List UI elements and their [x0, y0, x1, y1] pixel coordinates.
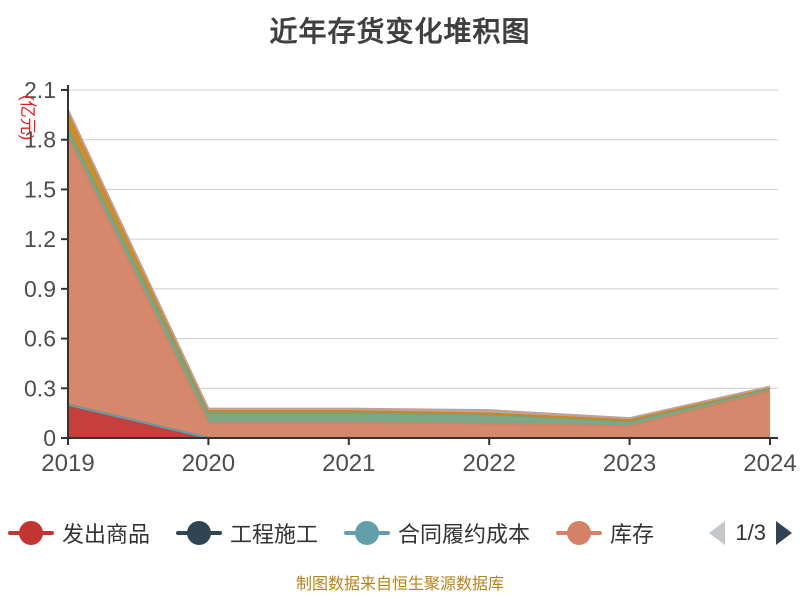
x-tick-label: 2019: [41, 450, 94, 477]
legend-page-indicator: 1/3: [735, 520, 766, 545]
x-tick-label: 2021: [322, 450, 375, 477]
y-tick-label: 2.1: [24, 77, 56, 103]
line-series-4: [67, 137, 771, 428]
area-series-4: [68, 138, 770, 439]
legend-label: 发出商品: [62, 522, 151, 547]
area-series-1: [68, 404, 770, 438]
y-tick-label: 0.6: [24, 326, 56, 352]
line-series-7: [67, 109, 771, 420]
legend-label: 合同履约成本: [398, 522, 531, 547]
legend-line-circle-icon: [556, 521, 603, 545]
legend-item-2[interactable]: 工程施工: [176, 517, 318, 549]
x-tick-label: 2022: [463, 450, 516, 477]
line-series-5: [67, 129, 771, 423]
y-tick-label: 0: [43, 425, 56, 451]
legend-item-3[interactable]: 合同履约成本: [344, 517, 530, 549]
y-tick-label: 1.2: [24, 226, 56, 252]
data-source-note: 制图数据来自恒生聚源数据库: [295, 576, 504, 593]
legend-item-1[interactable]: 发出商品: [8, 517, 150, 549]
legend-prev-page-icon[interactable]: [709, 521, 726, 545]
y-tick-label: 0.3: [24, 375, 56, 401]
legend-next-page-icon[interactable]: [776, 521, 792, 545]
legend-line-circle-icon: [176, 521, 223, 545]
stacked-area-chart: 0 0.3 0.6 0.9 1.2 1.5 1.8 2.1 2019 2020 2021 2022 20…: [18, 77, 797, 477]
y-axis-unit-label: (亿元): [18, 95, 37, 140]
legend-label: 库存: [610, 522, 655, 547]
legend-item-4[interactable]: 库存: [556, 517, 654, 549]
x-tick-label: 2023: [603, 450, 656, 477]
legend-label: 工程施工: [230, 522, 319, 547]
legend-line-circle-icon: [8, 521, 54, 545]
legend-line-circle-icon: [344, 521, 391, 545]
legend: 发出商品 工程施工 合同履约成本 库存 1/3: [8, 509, 792, 557]
x-tick-label: 2024: [743, 450, 796, 477]
y-tick-label: 1.5: [24, 176, 56, 202]
y-tick-label: 0.9: [24, 276, 56, 302]
page-title: 近年存货变化堆积图: [269, 16, 531, 47]
y-tick-label: 1.8: [24, 127, 56, 153]
x-tick-label: 2020: [182, 450, 235, 477]
legend-pager: 1/3: [709, 520, 792, 546]
